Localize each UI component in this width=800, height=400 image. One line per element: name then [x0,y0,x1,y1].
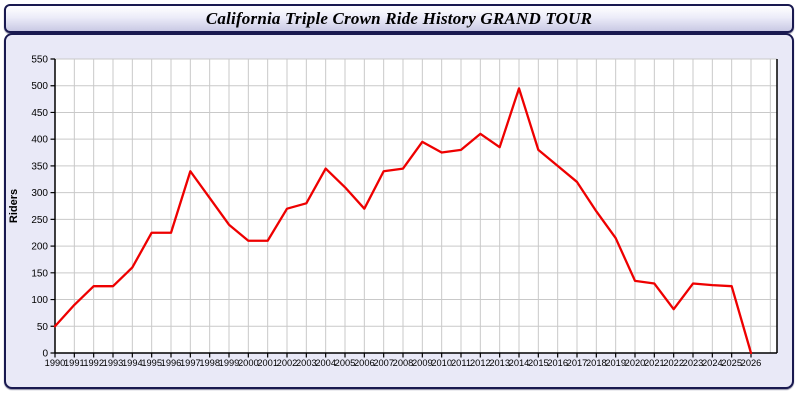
y-tick-label: 350 [31,161,48,172]
axes [54,59,778,354]
x-tick-label: 1997 [180,358,201,368]
x-tick-label: 2023 [683,358,704,368]
x-tick-label: 2018 [586,358,607,368]
x-tick-label: 2024 [702,358,723,368]
chart-title: California Triple Crown Ride History GRA… [205,8,593,28]
x-tick-label: 2020 [625,358,646,368]
y-tick-label: 300 [31,188,48,199]
x-tick-label: 2025 [721,358,742,368]
y-tick-label: 200 [31,242,48,253]
y-tick-label: 500 [31,81,48,92]
x-tick-label: 1991 [64,358,85,368]
x-tick-label: 2021 [644,358,665,368]
x-tick-label: 2008 [393,358,414,368]
x-tick-label: 2010 [431,358,452,368]
x-tick-label: 2009 [412,358,433,368]
x-tick-label: 2000 [238,358,259,368]
y-tick-label: 150 [31,268,48,279]
x-tick-label: 2011 [451,358,471,368]
ride-history-line-chart: 0501001502002503003504004505005501990199… [8,55,778,368]
plot-area [55,59,777,353]
y-axis-ticks: 0 50 100 150 200 250 300 350 400 450 500 550 [31,55,55,360]
y-tick-label: 400 [31,135,48,146]
y-tick-label: 0 [42,349,48,360]
x-tick-label: 1994 [122,358,143,368]
x-tick-label: 2012 [470,358,491,368]
x-tick-label: 2002 [277,358,298,368]
x-tick-label: 1992 [83,358,104,368]
gridlines [55,58,777,353]
x-tick-label: 1995 [141,358,162,368]
y-axis-title: Riders [8,189,20,223]
y-tick-label: 50 [37,322,49,333]
x-tick-label: 2014 [509,358,530,368]
x-tick-label: 2001 [257,358,278,368]
x-tick-label: 1999 [219,358,240,368]
x-tick-label: 2026 [741,358,762,368]
chart-title-banner: California Triple Crown Ride History GRA… [4,4,794,33]
x-tick-label: 2019 [605,358,626,368]
x-tick-label: 2022 [663,358,684,368]
x-tick-label: 2017 [567,358,588,368]
y-tick-label: 550 [31,55,48,66]
x-tick-label: 1990 [45,358,66,368]
x-tick-label: 2006 [354,358,375,368]
x-tick-label: 2005 [335,358,356,368]
x-tick-label: 2004 [315,358,336,368]
riders-series-line [53,87,753,355]
x-tick-label: 2016 [547,358,568,368]
x-tick-label: 1998 [199,358,220,368]
x-tick-label: 2015 [528,358,549,368]
chart-panel: 0 50 100 150 200 250 300 350 400 450 500 550 1990 199… [4,33,794,389]
x-tick-label: 2013 [489,358,510,368]
x-tick-label: 2007 [373,358,394,368]
y-tick-label: 450 [31,108,48,119]
x-tick-label: 1996 [161,358,182,368]
y-tick-label: 100 [31,295,48,306]
x-tick-label: 1993 [103,358,124,368]
y-tick-label: 250 [31,215,48,226]
x-tick-label: 2003 [296,358,317,368]
x-axis-ticks: 1990199119921993199419951996199719981999… [45,353,762,368]
